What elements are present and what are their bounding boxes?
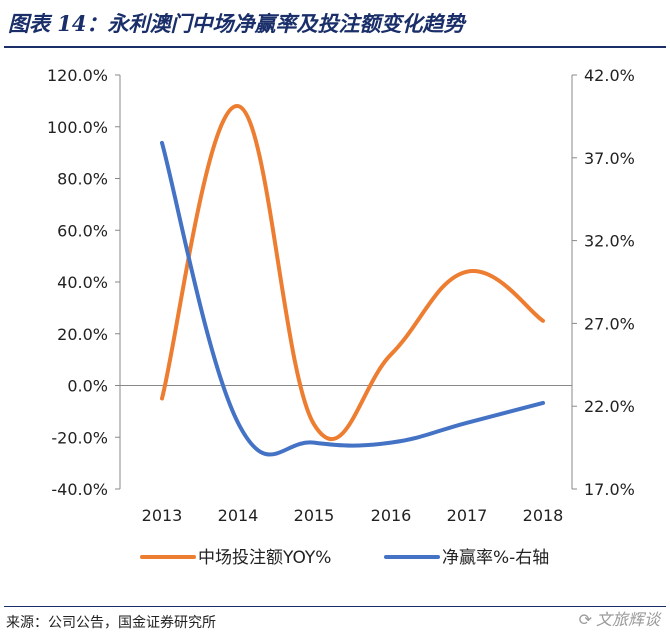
title-rule [4, 46, 666, 48]
bottom-rule [4, 606, 666, 607]
right-tick-label: 17.0% [584, 480, 635, 499]
x-tick-label: 2015 [294, 506, 335, 525]
watermark: ⟳ 文旅辉谈 [579, 606, 660, 630]
left-tick-label: 100.0% [47, 118, 108, 137]
series-line-bet-yoy [160, 104, 545, 442]
wechat-icon: ⟳ [578, 610, 592, 629]
x-tick-label: 2017 [447, 506, 488, 525]
x-tick-label: 2016 [371, 506, 412, 525]
right-axis-ticks: 17.0% 22.0% 27.0% 32.0% 37.0% 42.0% [572, 66, 635, 499]
left-axis-ticks: -40.0% -20.0% 0.0% 20.0% 40.0% 60.0% 80.0% 100.… [47, 66, 120, 499]
right-tick-label: 32.0% [584, 232, 635, 251]
right-tick-label: 22.0% [584, 397, 635, 416]
watermark-text: 文旅辉谈 [595, 610, 660, 629]
legend-label: 中场投注额YOY% [198, 548, 331, 568]
left-tick-label: 0.0% [67, 377, 108, 396]
line-chart: -40.0% -20.0% 0.0% 20.0% 40.0% 60.0% 80.0% 100.… [47, 66, 635, 568]
legend-label: 净赢率%-右轴 [442, 548, 549, 568]
right-tick-label: 37.0% [584, 149, 635, 168]
left-tick-label: 20.0% [57, 325, 108, 344]
right-tick-label: 27.0% [584, 314, 635, 333]
legend: 中场投注额YOY% 净赢率%-右轴 [140, 548, 549, 568]
left-tick-label: -20.0% [51, 428, 108, 447]
left-tick-label: 60.0% [57, 221, 108, 240]
x-tick-label: 2018 [523, 506, 564, 525]
left-tick-label: -40.0% [51, 480, 108, 499]
left-tick-label: 80.0% [57, 170, 108, 189]
x-tick-label: 2013 [142, 506, 183, 525]
x-tick-label: 2014 [218, 506, 259, 525]
left-tick-label: 40.0% [57, 273, 108, 292]
source-note: 来源：公司公告，国金证券研究所 [6, 615, 216, 631]
right-tick-label: 42.0% [584, 66, 635, 85]
figure-title: 图表 14：永利澳门中场净赢率及投注额变化趋势 [8, 11, 465, 36]
left-tick-label: 120.0% [47, 66, 108, 85]
x-axis-ticks: 2013 2014 2015 2016 2017 2018 [142, 506, 564, 525]
series-layer [160, 104, 545, 457]
series-line-net-win-rate [160, 140, 545, 457]
